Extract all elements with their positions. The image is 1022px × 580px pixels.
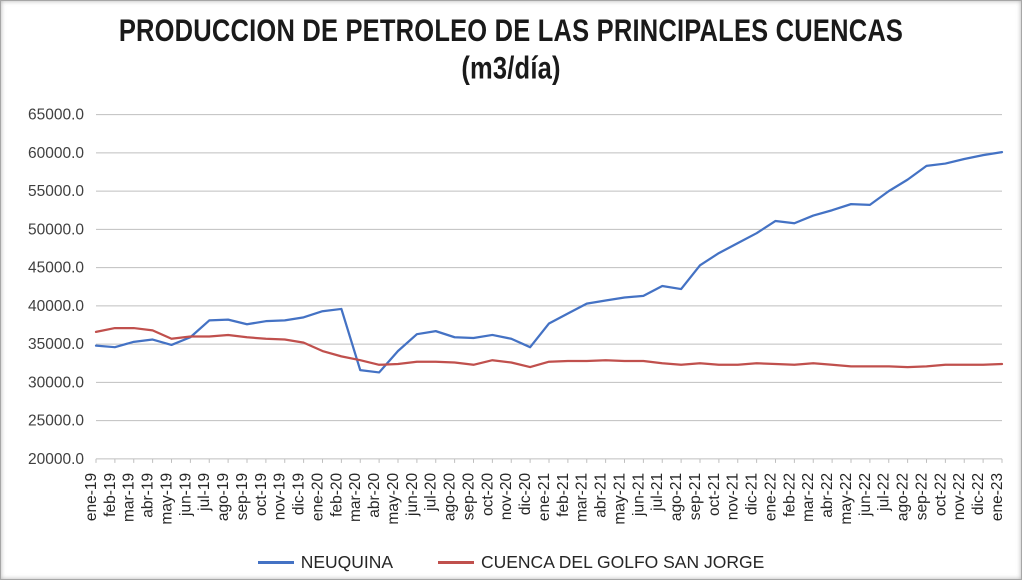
svg-text:oct-21: oct-21 <box>706 473 723 516</box>
svg-text:ago-22: ago-22 <box>895 473 912 521</box>
svg-text:jul-20: jul-20 <box>423 473 440 512</box>
svg-text:35000.0: 35000.0 <box>28 336 84 353</box>
svg-text:jul-22: jul-22 <box>876 473 893 512</box>
svg-text:45000.0: 45000.0 <box>28 260 84 277</box>
svg-text:ago-19: ago-19 <box>215 473 232 521</box>
svg-text:feb-19: feb-19 <box>102 473 119 517</box>
svg-text:nov-22: nov-22 <box>951 473 968 520</box>
svg-text:jun-20: jun-20 <box>404 473 421 517</box>
svg-text:sep-21: sep-21 <box>687 473 704 520</box>
svg-text:50000.0: 50000.0 <box>28 221 84 238</box>
svg-text:sep-20: sep-20 <box>461 473 478 521</box>
svg-text:abr-22: abr-22 <box>819 473 836 518</box>
svg-text:abr-19: abr-19 <box>140 473 157 518</box>
svg-text:mar-22: mar-22 <box>800 473 817 522</box>
svg-text:sep-22: sep-22 <box>914 473 931 520</box>
svg-text:dic-20: dic-20 <box>517 473 534 516</box>
svg-text:feb-20: feb-20 <box>328 473 345 517</box>
svg-text:20000.0: 20000.0 <box>28 451 84 468</box>
svg-text:feb-22: feb-22 <box>781 473 798 517</box>
svg-text:60000.0: 60000.0 <box>28 145 84 162</box>
svg-text:abr-21: abr-21 <box>593 473 610 518</box>
svg-text:sep-19: sep-19 <box>234 473 251 520</box>
svg-text:may-21: may-21 <box>612 473 629 525</box>
svg-text:oct-19: oct-19 <box>253 473 270 516</box>
svg-text:may-22: may-22 <box>838 473 855 525</box>
svg-text:feb-21: feb-21 <box>555 473 572 517</box>
svg-text:jul-21: jul-21 <box>649 473 666 512</box>
svg-text:ago-20: ago-20 <box>442 473 459 522</box>
svg-text:65000.0: 65000.0 <box>28 107 84 124</box>
svg-text:ene-19: ene-19 <box>83 473 100 521</box>
svg-text:dic-21: dic-21 <box>744 473 761 515</box>
svg-text:nov-19: nov-19 <box>272 473 289 520</box>
svg-text:ene-22: ene-22 <box>763 473 780 521</box>
svg-text:mar-20: mar-20 <box>347 473 364 522</box>
svg-text:nov-20: nov-20 <box>498 473 515 521</box>
svg-text:mar-19: mar-19 <box>121 473 138 522</box>
svg-text:ene-21: ene-21 <box>536 473 553 521</box>
svg-text:dic-19: dic-19 <box>291 473 308 515</box>
svg-text:40000.0: 40000.0 <box>28 298 84 315</box>
svg-text:jun-21: jun-21 <box>630 473 647 517</box>
svg-text:ene-20: ene-20 <box>310 473 327 522</box>
svg-text:30000.0: 30000.0 <box>28 374 84 391</box>
svg-text:ene-23: ene-23 <box>989 473 1006 521</box>
svg-text:jun-22: jun-22 <box>857 473 874 517</box>
svg-text:oct-20: oct-20 <box>479 473 496 516</box>
svg-text:mar-21: mar-21 <box>574 473 591 522</box>
svg-text:ago-21: ago-21 <box>668 473 685 521</box>
svg-text:jun-19: jun-19 <box>177 473 194 517</box>
svg-text:25000.0: 25000.0 <box>28 413 84 430</box>
svg-text:oct-22: oct-22 <box>932 473 949 516</box>
svg-text:abr-20: abr-20 <box>366 473 383 518</box>
svg-text:may-19: may-19 <box>159 473 176 525</box>
svg-text:may-20: may-20 <box>385 473 402 525</box>
svg-text:jul-19: jul-19 <box>196 473 213 512</box>
svg-text:nov-21: nov-21 <box>725 473 742 520</box>
svg-text:dic-22: dic-22 <box>970 473 987 515</box>
svg-text:55000.0: 55000.0 <box>28 183 84 200</box>
